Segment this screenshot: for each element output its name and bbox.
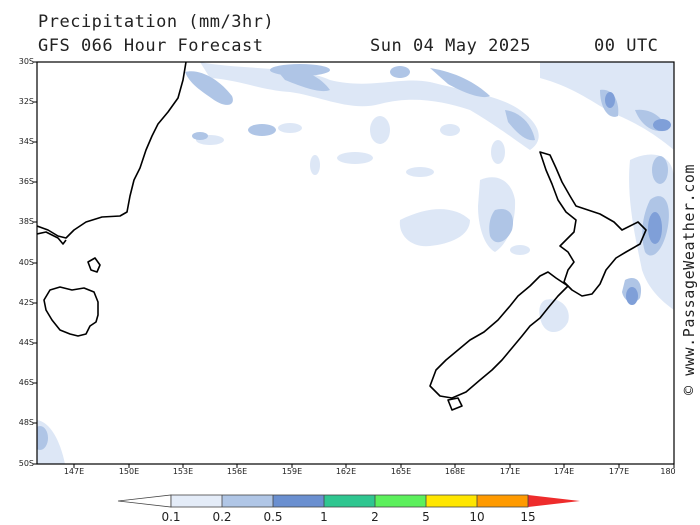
lat-label: 50S	[18, 459, 34, 468]
lon-label: 156E	[226, 467, 248, 476]
lat-label: 48S	[18, 418, 34, 427]
lat-label: 44S	[18, 338, 34, 347]
legend-label-7: 15	[520, 510, 535, 524]
lon-label: 177E	[608, 467, 630, 476]
legend-label-1: 0.2	[212, 510, 231, 524]
lon-label: 162E	[335, 467, 357, 476]
precipitation-layer	[37, 62, 674, 464]
forecast-date: Sun 04 May 2025	[370, 36, 532, 56]
lon-label: 168E	[444, 467, 466, 476]
legend-label-3: 1	[320, 510, 328, 524]
lat-label: 38S	[18, 217, 34, 226]
legend-swatch-0.2	[222, 495, 273, 507]
lon-label: 171E	[499, 467, 521, 476]
chart-title: Precipitation (mm/3hr)	[38, 12, 275, 32]
legend-min-arrow	[117, 494, 172, 508]
lon-label: 159E	[281, 467, 303, 476]
forecast-time: 00 UTC	[594, 36, 659, 56]
map-frame	[36, 61, 675, 465]
lon-label: 165E	[390, 467, 412, 476]
lon-label: 174E	[553, 467, 575, 476]
lon-label: 153E	[172, 467, 194, 476]
lat-label: 40S	[18, 258, 34, 267]
lat-label: 46S	[18, 378, 34, 387]
legend-swatch-10	[477, 495, 528, 507]
lat-label: 42S	[18, 298, 34, 307]
legend-swatch-2	[375, 495, 426, 507]
legend-swatch-0.1	[171, 495, 222, 507]
legend-swatch-5	[426, 495, 477, 507]
lat-label: 34S	[18, 137, 34, 146]
lat-label: 36S	[18, 177, 34, 186]
lon-label: 147E	[63, 467, 85, 476]
lat-label: 30S	[18, 57, 34, 66]
lon-label: 180	[660, 467, 676, 476]
legend-swatch-1	[324, 495, 375, 507]
coastline-layer	[37, 62, 647, 411]
legend-label-5: 5	[422, 510, 430, 524]
legend-label-2: 0.5	[263, 510, 282, 524]
legend-max-arrow	[528, 495, 580, 507]
legend-label-6: 10	[469, 510, 484, 524]
precipitation-legend: 0.1 0.2 0.5 1 2 5 10 15	[117, 494, 580, 524]
legend-swatch-0.5	[273, 495, 324, 507]
forecast-subtitle: GFS 066 Hour Forecast	[38, 36, 264, 56]
lat-label: 32S	[18, 97, 34, 106]
lon-label: 150E	[118, 467, 140, 476]
legend-label-4: 2	[371, 510, 379, 524]
legend-label-0: 0.1	[161, 510, 180, 524]
